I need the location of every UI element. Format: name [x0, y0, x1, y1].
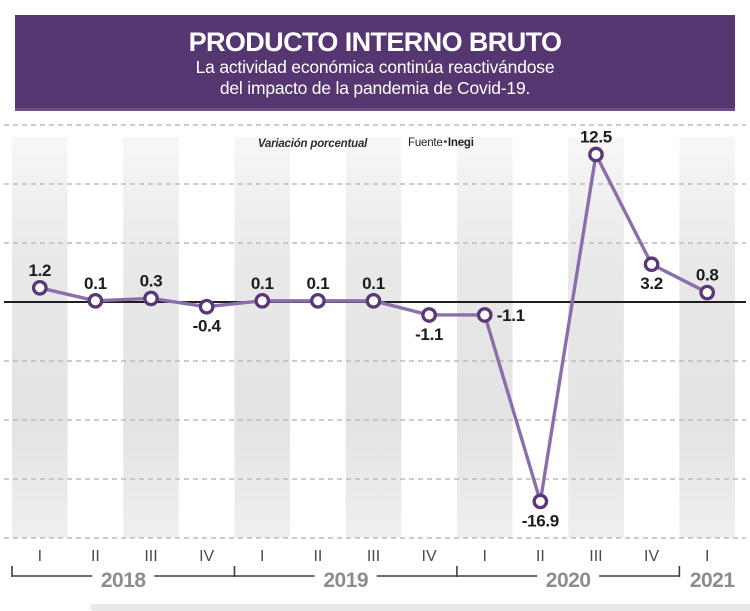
bottom-strip [90, 604, 750, 611]
value-label: 0.8 [696, 266, 719, 285]
quarter-stripe [345, 137, 402, 538]
data-point [87, 292, 104, 309]
value-labels: 1.2 0.1 0.3 -0.4 0.1 0.1 0.1 -1.1 -1.1 -16.9 12.5 3… [28, 128, 718, 531]
quarter-tick-label: II [313, 548, 322, 565]
quarter-tick-label: III [144, 548, 157, 565]
quarter-tick-label: IV [422, 548, 437, 565]
quarter-tick-label: I [705, 548, 709, 565]
quarter-tick-label: I [260, 548, 264, 565]
quarter-stripe [12, 137, 68, 538]
data-point [198, 298, 215, 315]
value-label: 1.2 [28, 261, 51, 280]
value-label: 0.3 [140, 271, 163, 290]
quarter-tick-label: IV [199, 548, 214, 565]
quarter-tick-label: III [367, 548, 380, 565]
data-points [31, 146, 716, 510]
quarter-tick-label: IV [644, 548, 659, 565]
data-point [588, 146, 604, 163]
year-axis: 2018 2019 2020 2021 [11, 566, 736, 592]
quarter-stripe [679, 137, 735, 538]
quarter-stripe [456, 137, 513, 538]
year-label: 2021 [690, 569, 736, 592]
data-point [532, 493, 549, 510]
source-prefix: Fuente [408, 137, 443, 149]
data-point [421, 307, 437, 323]
subtitle-line-2: del impacto de la pandemia de Covid-19. [219, 78, 531, 98]
quarter-tick-label: III [589, 548, 602, 565]
year-label: 2020 [546, 569, 591, 592]
data-point [699, 284, 716, 301]
data-point [643, 256, 660, 273]
value-label: -16.9 [522, 511, 559, 530]
page-title: PRODUCTO INTERNO BRUTO [188, 27, 562, 57]
value-label: -1.1 [415, 325, 443, 344]
quarter-axis: I II III IV I II III IV I II III IV I [38, 548, 710, 565]
source-label: Fuente•Inegi [408, 137, 474, 149]
header-banner: PRODUCTO INTERNO BRUTO La actividad econ… [15, 15, 735, 111]
data-point [254, 292, 271, 309]
source-name: Inegi [447, 137, 474, 149]
quarter-tick-label: I [38, 548, 42, 565]
year-label: 2018 [101, 569, 147, 592]
value-label: 0.1 [251, 274, 274, 293]
value-label: -0.4 [193, 317, 222, 336]
quarter-tick-label: II [536, 548, 545, 565]
value-label: 3.2 [640, 274, 663, 293]
value-label: 0.1 [307, 274, 330, 293]
data-point [143, 290, 159, 307]
data-point [31, 279, 48, 296]
value-label: -1.1 [497, 306, 525, 325]
quarter-stripes [12, 137, 735, 538]
value-label: 12.5 [580, 128, 612, 147]
data-point [476, 307, 493, 323]
quarter-tick-label: I [483, 548, 487, 565]
subtitle-line-1: La actividad económica continúa reactivá… [195, 57, 555, 77]
quarter-tick-label: II [91, 548, 100, 565]
unit-label: Variación porcentual [257, 138, 368, 150]
year-label: 2019 [323, 569, 368, 592]
source-separator-icon: • [443, 137, 448, 148]
data-point [365, 292, 382, 309]
value-label: 0.1 [362, 274, 385, 293]
quarter-stripe [234, 137, 291, 538]
value-label: 0.1 [84, 274, 107, 293]
quarter-stripe [568, 137, 624, 538]
data-point [310, 292, 326, 309]
quarter-stripe [123, 137, 179, 538]
